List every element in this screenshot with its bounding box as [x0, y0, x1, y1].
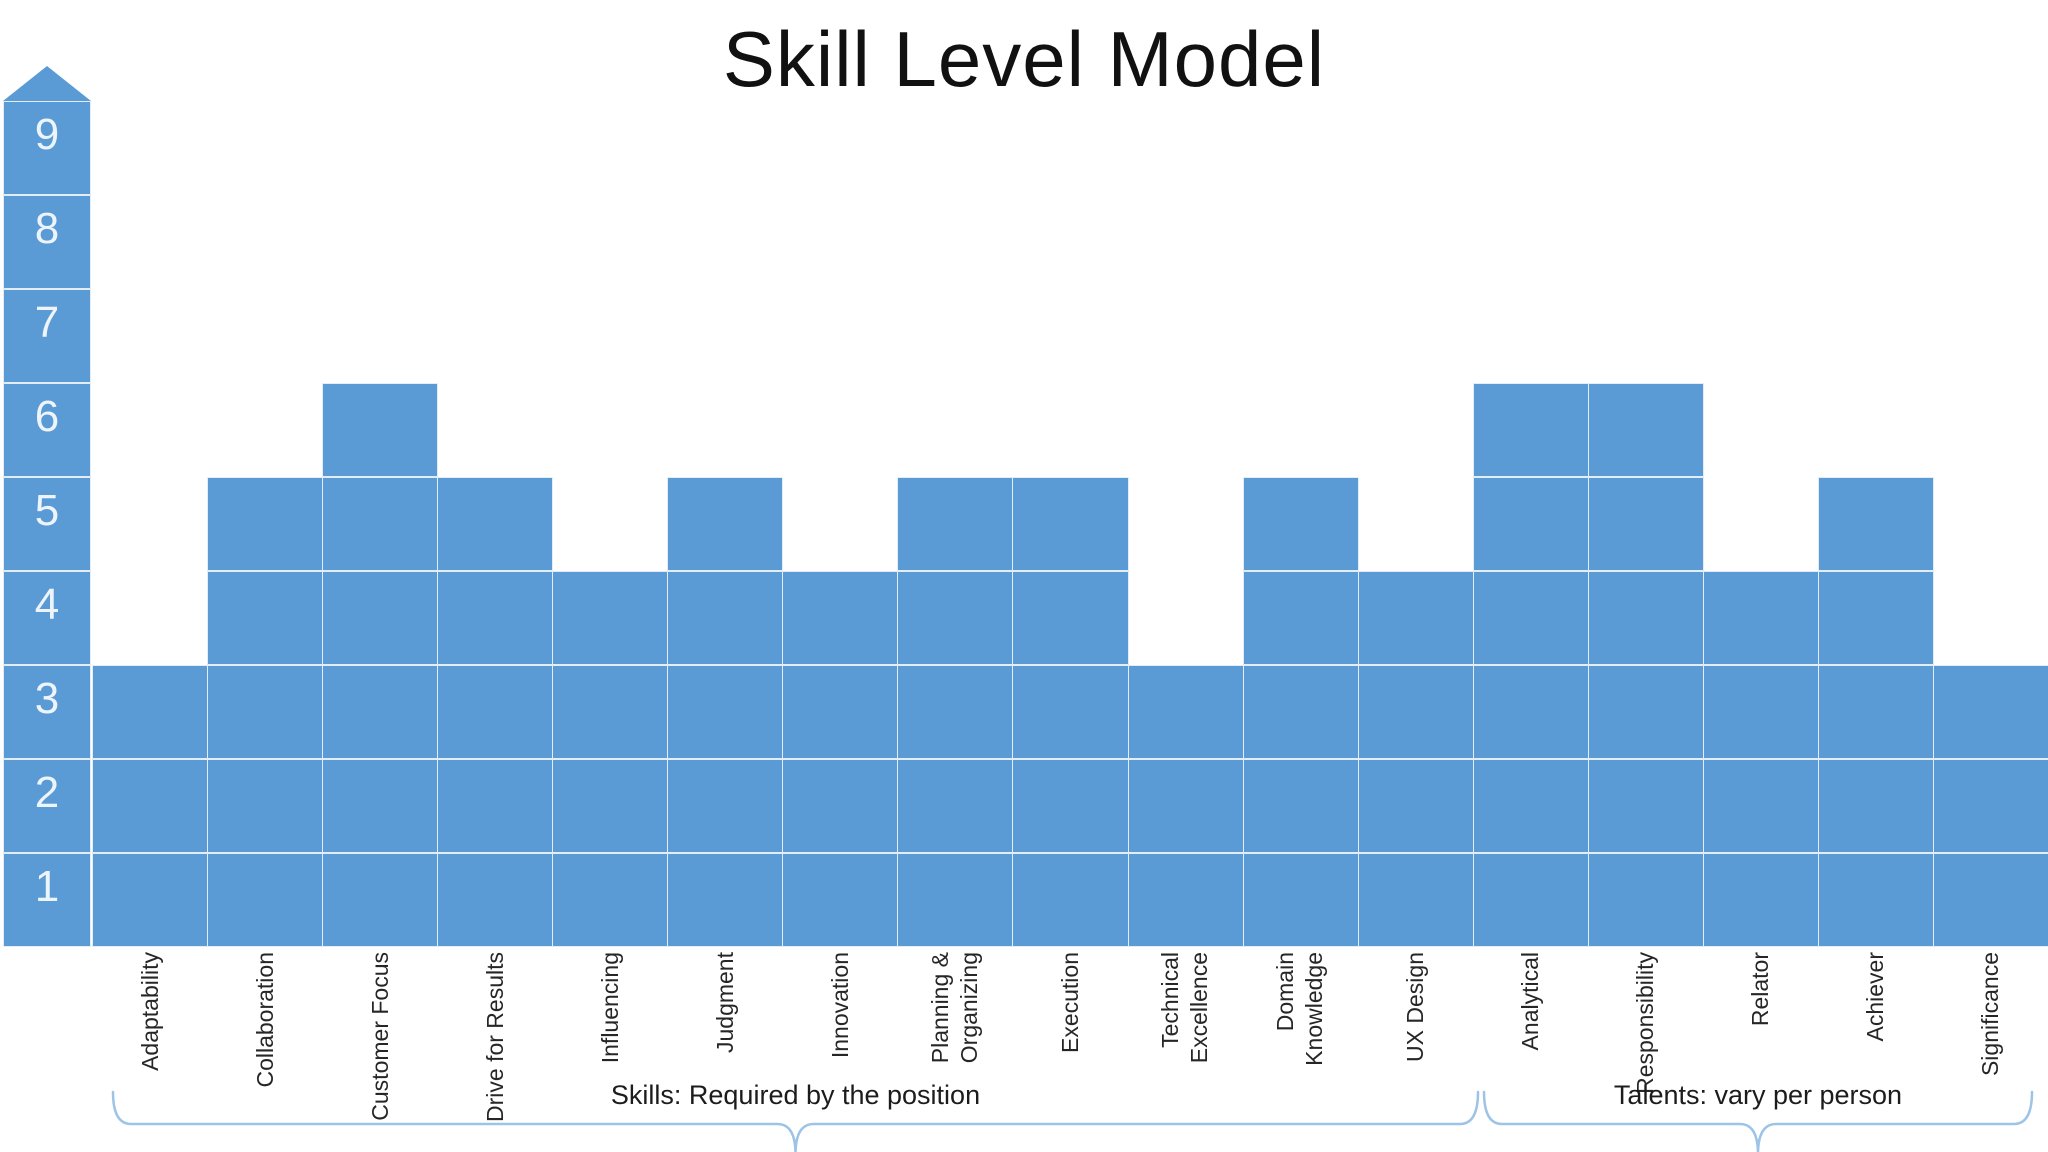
bar-cell: [1817, 477, 1934, 571]
bar-cell: [552, 665, 669, 759]
y-axis-number: 3: [34, 674, 60, 723]
y-axis-number: 7: [34, 298, 60, 347]
y-axis-number: 6: [34, 392, 60, 441]
bar-cell: [1357, 759, 1474, 853]
y-axis-cell-7: 7: [3, 289, 91, 383]
bar-cell: [322, 759, 439, 853]
skills-group-label: Skills: Required by the position: [610, 1080, 981, 1110]
bar-cell: [1932, 759, 2048, 853]
y-axis-cell-8: 8: [3, 195, 91, 289]
bar-cell: [1242, 477, 1359, 571]
bar-cell: [1357, 665, 1474, 759]
bar-cell: [437, 571, 554, 665]
bar-cell: [322, 665, 439, 759]
y-axis-cell-2: 2: [3, 759, 91, 853]
y-axis-cell-5: 5: [3, 477, 91, 571]
bar-cell: [1817, 759, 1934, 853]
bar-cell: [1702, 759, 1819, 853]
bar-cell: [1242, 853, 1359, 947]
y-axis-cell-6: 6: [3, 383, 91, 477]
bar-cell: [92, 853, 209, 947]
bar-cell: [552, 759, 669, 853]
y-axis-number: 4: [34, 580, 60, 629]
bar-cell: [322, 383, 439, 477]
bar-cell: [1127, 853, 1244, 947]
y-axis-cell-9: 9: [3, 101, 91, 195]
chart-title: Skill Level Model: [722, 15, 1326, 103]
bar-cell: [1702, 665, 1819, 759]
y-axis-cell-4: 4: [3, 571, 91, 665]
bar-cell: [207, 853, 324, 947]
bar-cell: [552, 853, 669, 947]
bar-cell: [667, 665, 784, 759]
y-axis-number: 9: [34, 110, 60, 159]
bar-cell: [1702, 571, 1819, 665]
bar-cell: [1357, 571, 1474, 665]
bar-cell: [207, 665, 324, 759]
bar-cell: [1587, 665, 1704, 759]
bar-cell: [1817, 665, 1934, 759]
bar-cell: [782, 759, 899, 853]
bar-cell: [1127, 665, 1244, 759]
bar-cell: [1357, 853, 1474, 947]
y-axis-up-arrow-icon: [3, 66, 91, 101]
bar-cell: [207, 571, 324, 665]
bar-cell: [1472, 477, 1589, 571]
talents-group-label: Talents: vary per person: [1613, 1080, 1903, 1110]
bar-cell: [1932, 853, 2048, 947]
bar-cell: [322, 477, 439, 571]
bar-cell: [437, 665, 554, 759]
bar-cell: [207, 477, 324, 571]
bar-cell: [1587, 571, 1704, 665]
bar-cell: [92, 759, 209, 853]
bar-cell: [897, 665, 1014, 759]
bar-cell: [1587, 383, 1704, 477]
bar-cell: [1012, 665, 1129, 759]
bar-cell: [1012, 853, 1129, 947]
bar-cell: [1472, 853, 1589, 947]
bar-cell: [1472, 759, 1589, 853]
y-axis-number: 5: [34, 486, 60, 535]
bar-cell: [322, 853, 439, 947]
bar-cell: [1012, 477, 1129, 571]
y-axis-number: 8: [34, 204, 60, 253]
bar-cell: [667, 853, 784, 947]
bar-cell: [1472, 383, 1589, 477]
bar-cell: [1242, 571, 1359, 665]
bar-cell: [667, 477, 784, 571]
bar-cell: [1242, 759, 1359, 853]
bar-cell: [437, 853, 554, 947]
bar-cell: [207, 759, 324, 853]
bar-cell: [1817, 571, 1934, 665]
bar-cell: [1127, 759, 1244, 853]
y-axis-number: 2: [34, 768, 60, 817]
talents-group-brace-icon: [1482, 1090, 2034, 1152]
y-axis-number: 1: [34, 862, 60, 911]
bar-cell: [1012, 759, 1129, 853]
bar-cell: [1587, 759, 1704, 853]
bar-cell: [1242, 665, 1359, 759]
bar-cell: [897, 759, 1014, 853]
bar-cell: [782, 571, 899, 665]
skills-group-brace-icon: [111, 1090, 1480, 1152]
bar-cell: [437, 477, 554, 571]
bar-cell: [1702, 853, 1819, 947]
bar-cell: [1932, 665, 2048, 759]
y-axis-cell-3: 3: [3, 665, 91, 759]
bar-cell: [1012, 571, 1129, 665]
bar-cell: [667, 759, 784, 853]
bar-cell: [667, 571, 784, 665]
bar-cell: [1587, 477, 1704, 571]
bar-cell: [897, 477, 1014, 571]
y-axis-cell-1: 1: [3, 853, 91, 947]
bar-cell: [1817, 853, 1934, 947]
